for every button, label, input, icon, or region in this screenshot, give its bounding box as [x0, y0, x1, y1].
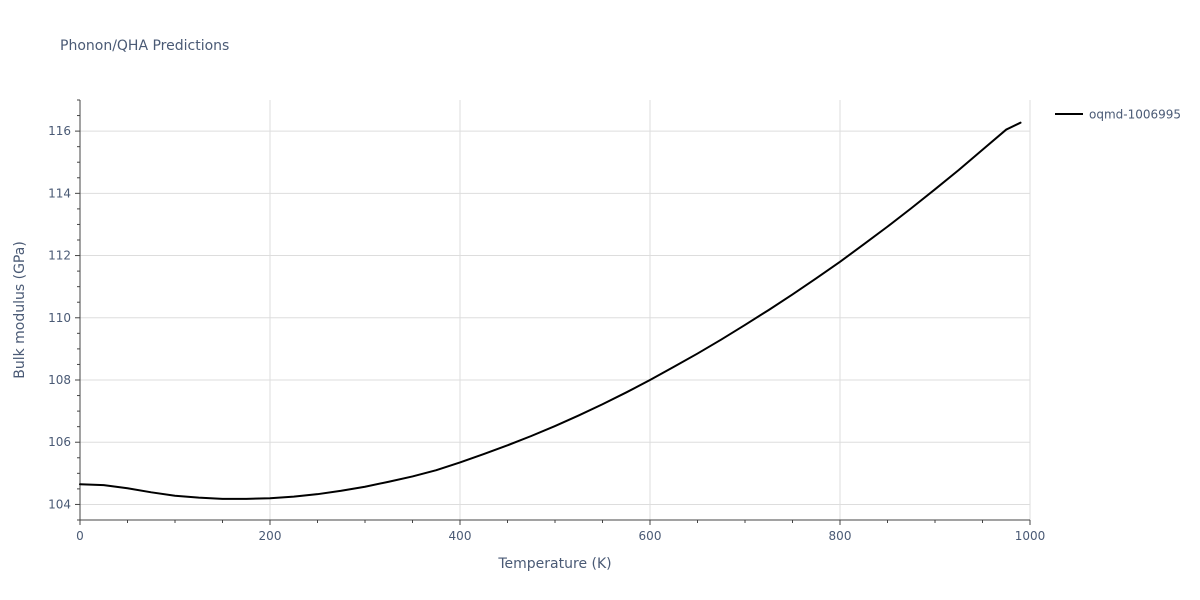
x-tick-label-400: 400 — [449, 529, 472, 543]
series-line-oqmd-1006995[interactable] — [79, 121, 1022, 500]
chart-title: Phonon/QHA Predictions — [60, 38, 229, 54]
grid-layer — [80, 100, 1031, 520]
y-tick-label-106: 106 — [48, 435, 71, 449]
legend-label: oqmd-1006995 — [1089, 108, 1181, 122]
x-axis-title: Temperature (K) — [497, 556, 611, 572]
series-layer — [79, 121, 1022, 500]
x-tick-label-800: 800 — [829, 529, 852, 543]
y-tick-label-116: 116 — [48, 124, 71, 138]
y-tick-label-104: 104 — [48, 497, 71, 511]
y-tick-label-110: 110 — [48, 311, 71, 325]
y-axis-title: Bulk modulus (GPa) — [12, 241, 28, 379]
x-tick-label-0: 0 — [76, 529, 84, 543]
legend[interactable]: oqmd-1006995 — [1055, 108, 1181, 122]
y-tick-label-108: 108 — [48, 373, 71, 387]
y-tick-label-114: 114 — [48, 186, 71, 200]
x-tick-label-600: 600 — [639, 529, 662, 543]
x-tick-label-1000: 1000 — [1015, 529, 1046, 543]
y-tick-label-112: 112 — [48, 249, 71, 263]
x-tick-label-200: 200 — [259, 529, 282, 543]
axes-layer: 0 200 400 600 800 1000 104 106 108 110 112 114 116 — [48, 99, 1046, 543]
